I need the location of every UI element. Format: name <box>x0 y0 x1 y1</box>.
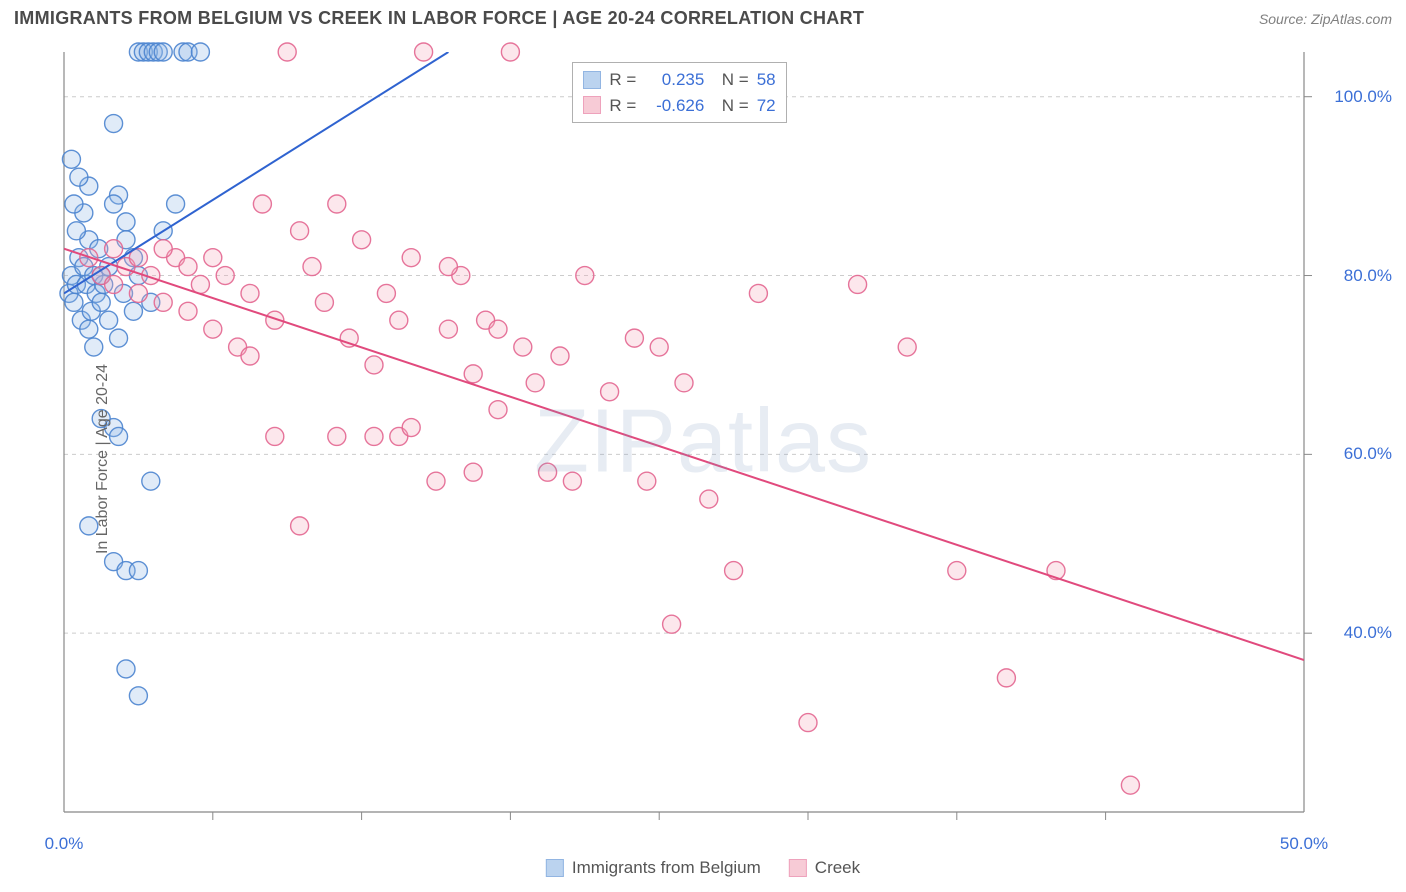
legend-row: R = -0.626 N = 72 <box>583 93 775 119</box>
legend-n-label: N = <box>712 67 748 93</box>
legend-row: R = 0.235 N = 58 <box>583 67 775 93</box>
chart-area: In Labor Force | Age 20-24 ZIPatlas R =0… <box>14 40 1392 878</box>
correlation-legend: R = 0.235 N = 58 R = -0.626 N = 72 <box>572 62 786 123</box>
legend-swatch-icon <box>583 96 601 114</box>
chart-source: Source: ZipAtlas.com <box>1259 11 1392 27</box>
y-tick-label: 80.0% <box>1344 266 1392 286</box>
legend-label: Immigrants from Belgium <box>572 858 761 878</box>
x-tick-label: 0.0% <box>45 834 84 854</box>
scatter-chart <box>14 40 1392 878</box>
legend-n-value: 72 <box>757 93 776 119</box>
y-tick-label: 40.0% <box>1344 623 1392 643</box>
legend-r-value: -0.626 <box>644 93 704 119</box>
legend-swatch-icon <box>583 71 601 89</box>
x-tick-label: 50.0% <box>1280 834 1328 854</box>
legend-swatch-icon <box>789 859 807 877</box>
chart-header: IMMIGRANTS FROM BELGIUM VS CREEK IN LABO… <box>0 0 1406 35</box>
y-tick-label: 60.0% <box>1344 444 1392 464</box>
legend-n-label: N = <box>712 93 748 119</box>
y-tick-label: 100.0% <box>1334 87 1392 107</box>
legend-item-creek: Creek <box>789 858 860 878</box>
legend-swatch-icon <box>546 859 564 877</box>
y-axis-label: In Labor Force | Age 20-24 <box>94 364 112 554</box>
legend-item-belgium: Immigrants from Belgium <box>546 858 761 878</box>
chart-title: IMMIGRANTS FROM BELGIUM VS CREEK IN LABO… <box>14 8 864 29</box>
legend-r-value: 0.235 <box>644 67 704 93</box>
legend-label: Creek <box>815 858 860 878</box>
legend-r-label: R = <box>609 93 636 119</box>
legend-r-label: R = <box>609 67 636 93</box>
series-legend: Immigrants from Belgium Creek <box>546 858 860 878</box>
legend-n-value: 58 <box>757 67 776 93</box>
